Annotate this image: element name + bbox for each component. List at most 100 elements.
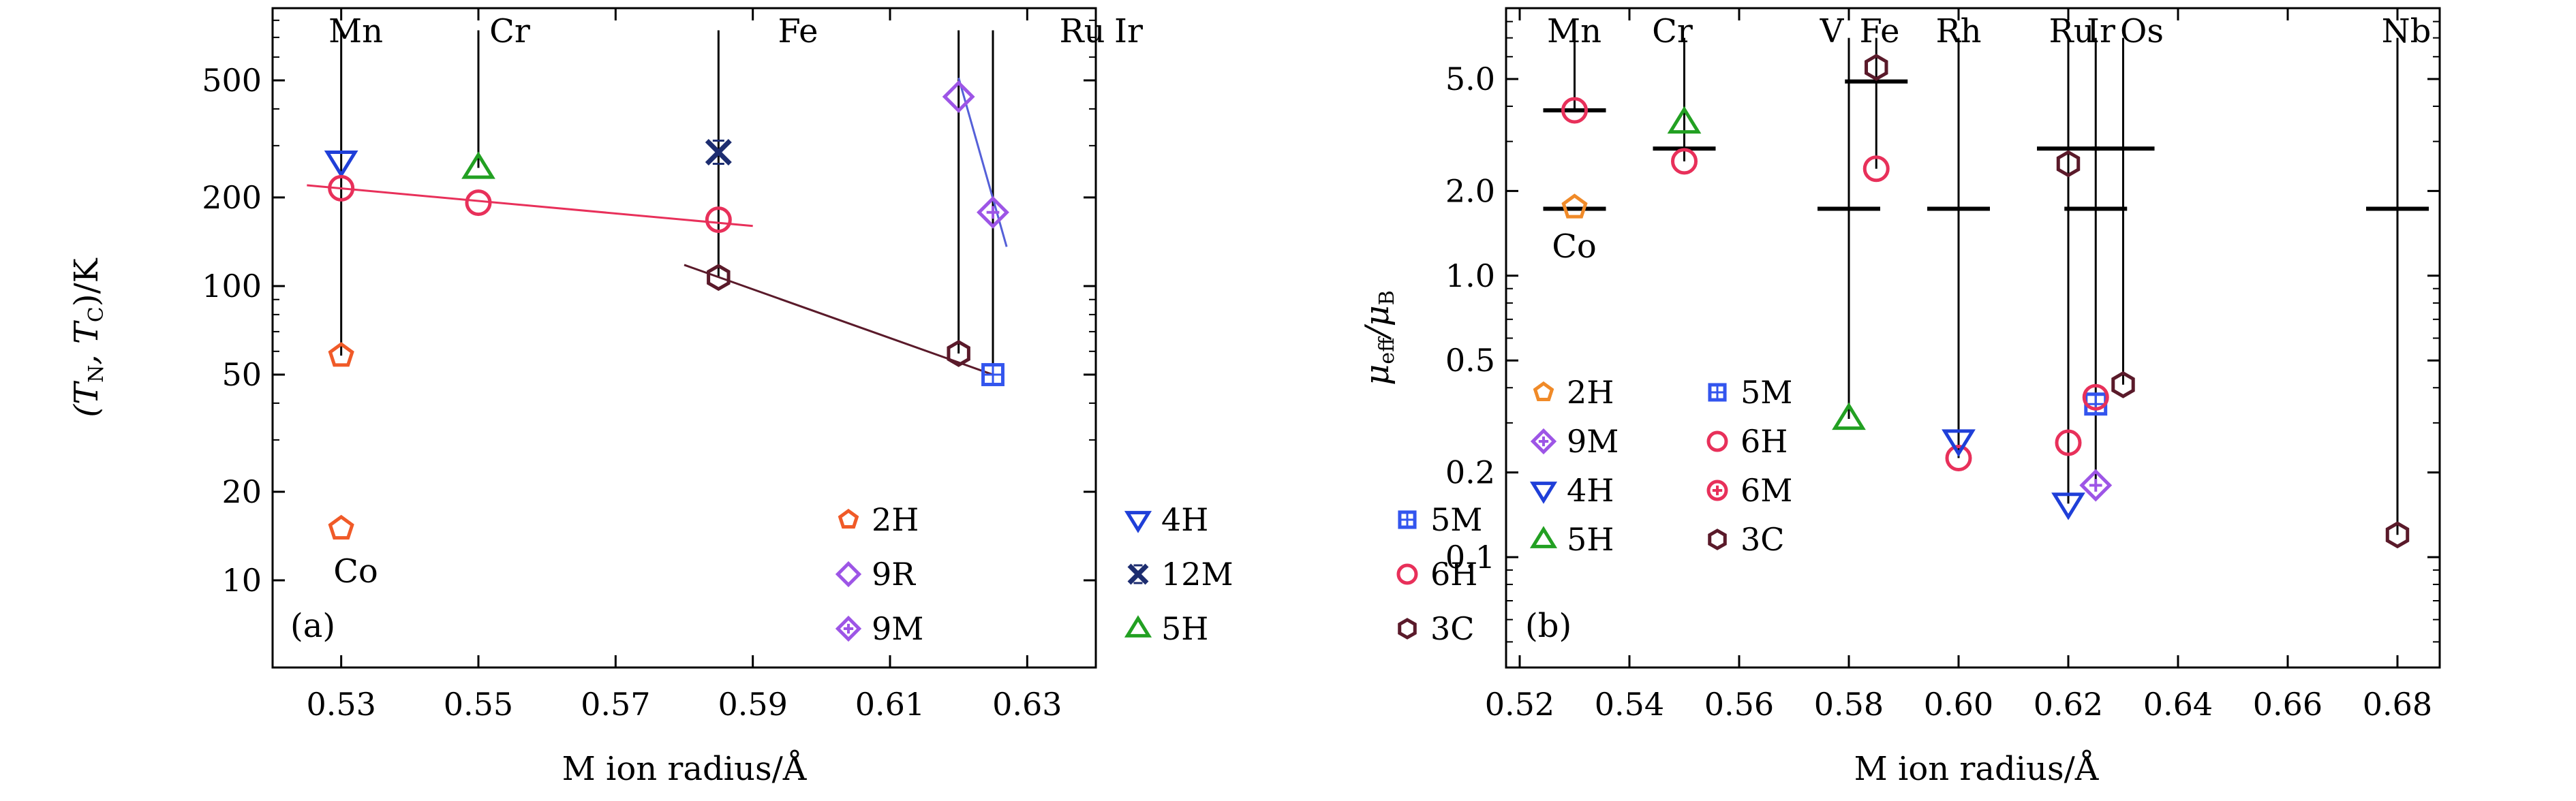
panel-label: (a) bbox=[290, 607, 335, 645]
point-3c bbox=[1865, 54, 1888, 81]
legend-marker-9m bbox=[835, 615, 862, 642]
x-tick-label: 0.55 bbox=[444, 686, 513, 723]
point-6h bbox=[465, 189, 492, 217]
point-2h bbox=[328, 514, 354, 540]
legend-label: 3C bbox=[1430, 610, 1474, 647]
y-axis-label-part: , T bbox=[67, 320, 106, 365]
x-tick-label: 0.63 bbox=[992, 686, 1062, 723]
y-tick-label: 10 bbox=[221, 562, 262, 599]
plot-frame bbox=[1505, 7, 2441, 669]
legend-label: 5H bbox=[1567, 521, 1614, 558]
x-tick-label: 0.53 bbox=[306, 686, 375, 723]
legend-label: 6H bbox=[1741, 423, 1788, 460]
legend-label: 2H bbox=[1567, 374, 1614, 411]
element-label: Fe bbox=[778, 12, 818, 50]
legend: 2H 4H 5M 9R 12M 6H 9M 5H 3C bbox=[835, 501, 1482, 647]
legend-label: 6M bbox=[1741, 472, 1792, 509]
element-label: V bbox=[1820, 12, 1845, 50]
legend-label: 9M bbox=[872, 610, 923, 647]
y-axis-label-part: )/K bbox=[67, 257, 106, 307]
point-3c bbox=[947, 340, 970, 367]
point-6h bbox=[1945, 444, 1972, 471]
point-9m bbox=[2079, 469, 2113, 502]
legend-label: 2H bbox=[872, 501, 919, 538]
legend-label: 4H bbox=[1567, 472, 1614, 509]
y-tick-label: 5.0 bbox=[1445, 61, 1495, 97]
point-6h bbox=[328, 174, 355, 202]
point-5h bbox=[461, 151, 495, 179]
y-axis: 10 20 50 100 200 500 (TN, TC)/K bbox=[67, 19, 1096, 599]
point-6h bbox=[1671, 148, 1698, 175]
y-tick-label: 200 bbox=[202, 179, 262, 216]
y-axis-label-part: (T bbox=[67, 381, 106, 418]
y-axis-label: (TN, TC)/K bbox=[67, 257, 108, 417]
legend-label: 4H bbox=[1161, 501, 1208, 538]
point-6h bbox=[2055, 429, 2082, 456]
point-3c bbox=[707, 264, 731, 292]
element-lines bbox=[340, 30, 994, 375]
x-axis: 0.52 0.54 0.56 0.58 0.60 0.62 0.64 0.66 0.68 M io… bbox=[1485, 8, 2432, 788]
y-tick-label: 1.0 bbox=[1445, 257, 1495, 294]
element-label: Ru bbox=[2049, 12, 2094, 50]
element-label: Cr bbox=[1652, 12, 1693, 50]
x-tick-label: 0.66 bbox=[2253, 686, 2322, 723]
legend-marker-3c bbox=[1708, 529, 1727, 550]
point-9r bbox=[942, 80, 975, 113]
point-3c bbox=[2385, 521, 2410, 549]
y-axis: 0.1 0.2 0.5 1.0 2.0 5.0 μeff/μB bbox=[1358, 20, 2440, 643]
y-axis-label-part: eff bbox=[1375, 336, 1399, 364]
y-axis-label-part: B bbox=[1375, 290, 1399, 305]
x-tick-label: 0.52 bbox=[1485, 686, 1554, 723]
element-label: Ir bbox=[2087, 12, 2115, 50]
point-6h bbox=[2082, 383, 2109, 411]
legend-label: 5H bbox=[1161, 610, 1208, 647]
point-5h bbox=[1667, 106, 1702, 134]
y-axis-label-part: N bbox=[85, 365, 108, 383]
element-label: Nb bbox=[2382, 12, 2432, 50]
legend-marker-6m bbox=[1706, 480, 1728, 501]
x-axis-label: M ion radius/Å bbox=[562, 749, 808, 788]
point-2h bbox=[1561, 193, 1588, 219]
point-4h bbox=[2051, 492, 2085, 520]
panel-label: (b) bbox=[1525, 607, 1571, 645]
x-tick-label: 0.56 bbox=[1704, 686, 1774, 723]
data-points bbox=[1561, 54, 2410, 549]
x-tick-label: 0.59 bbox=[718, 686, 787, 723]
legend-label: 5M bbox=[1430, 501, 1482, 538]
legend-label: 3C bbox=[1741, 521, 1784, 558]
legend-label: 6H bbox=[1430, 556, 1477, 593]
element-label: Os bbox=[2120, 12, 2164, 50]
x-tick-label: 0.64 bbox=[2143, 686, 2213, 723]
point-4h bbox=[1942, 429, 1976, 457]
legend-label: 12M bbox=[1161, 556, 1233, 593]
x-tick-label: 0.57 bbox=[581, 686, 650, 723]
y-tick-label: 2.0 bbox=[1445, 172, 1495, 209]
legend-marker-2h bbox=[1533, 381, 1554, 402]
element-label: Mn bbox=[1547, 12, 1601, 50]
y-axis-label-part: C bbox=[85, 307, 108, 322]
legend-marker-9m bbox=[1530, 428, 1557, 455]
point-5h bbox=[1832, 402, 1866, 430]
point-3c bbox=[2111, 371, 2135, 398]
fit-lines bbox=[307, 77, 1008, 376]
element-label: Mn bbox=[328, 12, 383, 50]
element-label: Ir bbox=[1114, 12, 1143, 50]
point-6h bbox=[1862, 155, 1890, 183]
element-label: Rh bbox=[1935, 12, 1981, 50]
plot-frame bbox=[271, 7, 1097, 669]
y-tick-label: 100 bbox=[202, 268, 262, 304]
y-tick-label: 0.5 bbox=[1445, 342, 1495, 379]
legend-label: 5M bbox=[1741, 374, 1792, 411]
panel-b: 0.52 0.54 0.56 0.58 0.60 0.62 0.64 0.66 0.68 M io… bbox=[1358, 7, 2441, 788]
x-tick-label: 0.58 bbox=[1814, 686, 1884, 723]
legend-label: 9R bbox=[872, 556, 916, 593]
element-label: Co bbox=[333, 552, 378, 591]
legend-marker-9r bbox=[835, 561, 862, 588]
y-tick-label: 0.1 bbox=[1445, 539, 1495, 576]
legend-label: 9M bbox=[1567, 423, 1619, 460]
fit-line bbox=[307, 184, 753, 227]
reference-dashes bbox=[1543, 79, 2429, 211]
y-axis-label: μeff/μB bbox=[1358, 290, 1399, 386]
point-9m bbox=[977, 195, 1009, 229]
y-axis-label-part: /μ bbox=[1358, 305, 1396, 340]
